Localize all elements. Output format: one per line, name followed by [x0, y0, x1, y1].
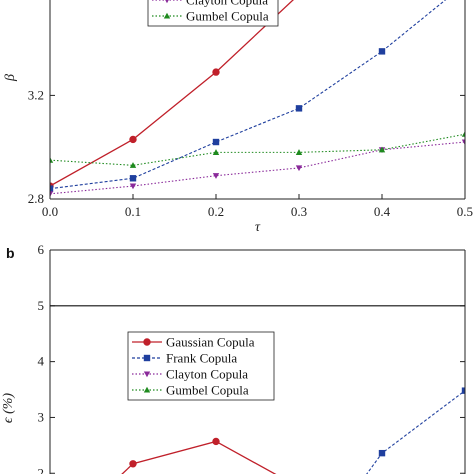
- panel-a-gaussian-line: [50, 0, 294, 187]
- panel-a-legend-marker: [165, 0, 169, 4]
- panel-a-gumbel-point: [461, 131, 465, 137]
- panel-a-gumbel-point: [129, 162, 137, 168]
- panel-a-y-tick-label: 3.2: [28, 87, 44, 102]
- panel-b-legend-label: Clayton Copula: [166, 367, 248, 382]
- panel-a-x-tick-label: 0.3: [291, 204, 307, 219]
- panel-a-frank-point: [378, 48, 386, 55]
- panel-a-frank-point: [212, 138, 220, 146]
- panel-a-x-tick-label: 0.2: [208, 204, 224, 219]
- panel-b-legend-marker: [143, 338, 151, 346]
- panel-a-gumbel-point: [295, 149, 303, 155]
- panel-a-clayton-point: [461, 139, 465, 146]
- panel-a-gaussian-point: [212, 68, 220, 76]
- panel-b-legend-label: Frank Copula: [166, 351, 237, 366]
- panel-a-clayton-point: [212, 173, 220, 179]
- panel-a-y-axis-label: β: [3, 74, 18, 82]
- panel-a-x-tick-label: 0.5: [457, 204, 473, 219]
- panel-b-legend-label: Gaussian Copula: [166, 335, 255, 350]
- panel-b-gaussian-point: [129, 460, 137, 468]
- panel-b-legend-marker: [143, 354, 151, 362]
- panel-a-gumbel-line: [50, 133, 465, 166]
- panel-a-legend-label: Clayton Copula: [186, 0, 268, 8]
- panel-a-frank-point: [129, 175, 137, 182]
- panel-a-frank-point: [50, 185, 54, 192]
- panel-a-clayton-point: [129, 183, 137, 190]
- panel-a-chart: 0.00.10.20.30.40.52.83.23.6τβ Clayton Co…: [3, 0, 473, 235]
- panel-a-x-tick-label: 0.1: [125, 204, 141, 219]
- panel-b-frank-point: [461, 387, 465, 394]
- panel-a-frank-point: [295, 105, 303, 112]
- panel-b-frank-point: [378, 449, 386, 457]
- panel-b-gaussian-line: [121, 440, 277, 474]
- panel-b-legend-label: Gumbel Copula: [166, 383, 249, 398]
- panel-b-gaussian-point: [212, 437, 220, 446]
- panel-b-y-tick-label: 6: [38, 242, 45, 257]
- panel-b-frank-line: [366, 390, 465, 474]
- panel-a-legend-marker: [163, 12, 171, 19]
- panel-b-y-tick-label: 4: [38, 354, 45, 369]
- panel-b-legend-box: [127, 331, 275, 401]
- panel-a-y-tick-label: 2.8: [28, 191, 44, 206]
- panel-a-legend-box: [147, 0, 279, 27]
- panel-b-legend-marker: [143, 371, 151, 378]
- panel-b-y-tick-label: 2: [38, 465, 45, 474]
- panel-a-gumbel-point: [378, 146, 386, 153]
- panel-a-gumbel-point: [50, 156, 54, 163]
- panel-a-x-tick-label: 0.4: [374, 204, 391, 219]
- panel-a-legend-label: Gumbel Copula: [186, 9, 269, 24]
- panel-a-gaussian-point: [129, 135, 137, 144]
- panel-b-y-tick-label: 5: [38, 298, 45, 313]
- panel-a-frank-line: [50, 0, 447, 190]
- panel-b-y-tick-label: 3: [38, 409, 45, 424]
- panel-a-clayton-line: [50, 141, 465, 195]
- panel-a-x-tick-label: 0.0: [42, 204, 58, 219]
- panel-b-legend-marker: [143, 386, 151, 393]
- panel-b-y-axis-label: ϵ (%): [1, 393, 16, 423]
- panel-b-label: b: [6, 245, 15, 261]
- panel-a-x-axis-label: τ: [255, 220, 261, 235]
- panel-a-clayton-point: [50, 191, 54, 198]
- panel-a-clayton-point: [295, 165, 303, 172]
- panel-a-gumbel-point: [212, 149, 220, 155]
